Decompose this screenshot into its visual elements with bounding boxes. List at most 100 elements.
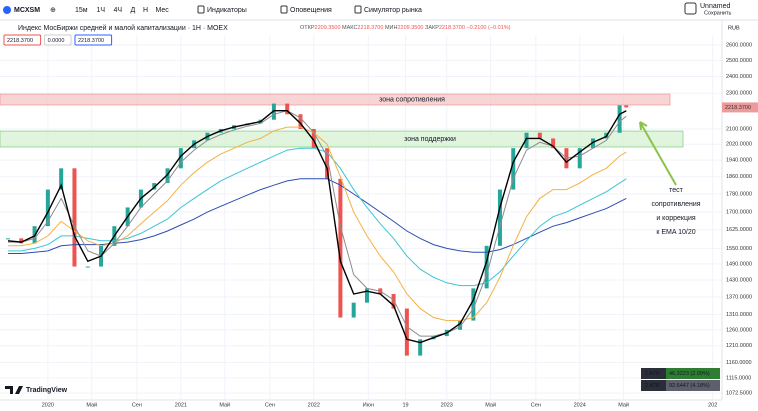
y-tick-label: 1430.0000 — [726, 278, 752, 284]
toolbar-buttons: Индикаторы Оповещения Симулятор рынка — [197, 5, 422, 14]
price-box-text: 2218.3700 — [7, 38, 33, 44]
x-tick-label: 2022 — [308, 402, 320, 408]
y-tick-label: 1160.0000 — [726, 360, 752, 366]
button-icon — [280, 5, 288, 14]
ohlc-label: МИН — [385, 25, 398, 31]
y-tick-label: 1780.0000 — [726, 191, 752, 197]
intervals: 15м 1Ч 4Ч Д Н Мес — [75, 7, 169, 14]
interval[interactable]: 4Ч — [114, 7, 123, 14]
x-tick-label: 2021 — [175, 402, 187, 408]
candle — [85, 266, 90, 268]
interval[interactable]: 1Ч — [97, 7, 106, 14]
candle — [152, 183, 157, 190]
candle — [624, 105, 629, 108]
candle — [5, 238, 10, 240]
candle — [165, 168, 170, 184]
candle — [285, 103, 290, 115]
zone — [0, 93, 671, 106]
candle — [537, 132, 542, 139]
y-tick-label: 2020.0000 — [726, 142, 752, 148]
y-tick-label: 1072.5000 — [726, 391, 752, 397]
toolbar-button[interactable]: Оповещения — [290, 7, 332, 14]
ema-line — [8, 147, 627, 287]
candle — [391, 294, 396, 309]
price-box[interactable] — [3, 34, 42, 46]
atr-label: 1 ATR — [645, 371, 660, 377]
ohlc: ОТКР2209.3500 МАКС2218.3700 МИН2209.3500… — [300, 25, 511, 31]
y-tick-label: 1550.0000 — [726, 246, 752, 252]
logo: TradingView — [5, 386, 68, 394]
x-tick-label: 2024 — [574, 402, 586, 408]
ema-line — [8, 126, 627, 322]
annotation: и коррекция — [656, 215, 696, 222]
candle — [404, 308, 409, 356]
x-tick-label: Июн — [363, 402, 374, 408]
annotation: тест — [669, 187, 684, 194]
atr-value-box — [666, 380, 720, 391]
zone-label: зона поддержки — [404, 136, 456, 143]
symbol-icon — [3, 6, 11, 14]
candle — [524, 132, 529, 149]
candle — [338, 178, 343, 318]
price-box-text: 2218.3700 — [78, 38, 104, 44]
currency: RUB — [728, 25, 740, 31]
y-tick-label: 1700.0000 — [726, 210, 752, 216]
zone — [0, 130, 684, 148]
ohlc-label: ОТКР — [300, 25, 315, 31]
y-tick-label: 1370.0000 — [726, 294, 752, 300]
candle — [298, 114, 303, 129]
candle — [311, 128, 316, 149]
candle — [325, 148, 330, 179]
toolbar-button[interactable]: Симулятор рынка — [364, 7, 422, 14]
zone-label: зона сопротивления — [379, 96, 445, 103]
ohlc-value: 2218.3700 — [357, 25, 383, 31]
y-tick-label: 2300.0000 — [726, 91, 752, 97]
x-tick-label: Сен — [531, 402, 541, 408]
candle — [351, 302, 356, 318]
y-tick-label: 1210.0000 — [726, 343, 752, 349]
logo-text: TradingView — [26, 387, 68, 394]
candle — [364, 288, 369, 303]
interval[interactable]: 15м — [75, 7, 88, 14]
candle — [19, 238, 24, 244]
atr-panel: 1 ATR 46.3223 (2.09%) 2 ATR 92.6447 (4.18%) — [641, 368, 720, 391]
toolbar-button[interactable]: Индикаторы — [207, 7, 247, 14]
atr-label-box — [641, 368, 666, 379]
interval[interactable]: Н — [143, 7, 148, 14]
instrument-name: Индекс МосБиржи средней и малой капитали… — [18, 24, 228, 32]
price-box[interactable] — [74, 34, 113, 46]
save-button[interactable]: Сохранить — [704, 10, 731, 16]
candle — [484, 245, 489, 289]
candle — [45, 189, 50, 227]
annotation: сопротивления — [651, 201, 700, 208]
atr-label-box — [641, 380, 666, 391]
candle — [418, 339, 423, 356]
x-tick-label: Май — [219, 401, 230, 408]
ohlc-value: 2209.3500 — [397, 25, 423, 31]
price-box[interactable] — [44, 34, 72, 46]
add-symbol[interactable]: ⊕ — [50, 7, 56, 14]
y-tick-label: 1310.0000 — [726, 312, 752, 318]
interval[interactable]: Д — [131, 7, 136, 14]
last-price-tag — [722, 102, 758, 113]
price-box-text: 0.0000 — [48, 38, 65, 44]
ema-line — [8, 110, 627, 337]
ohlc-label: ЗАКР — [425, 25, 439, 31]
layout-icon — [684, 2, 697, 15]
ohlc-label: МАКС — [342, 25, 357, 31]
ohlc-value: 2218.3700 — [439, 25, 465, 31]
toolbar — [0, 0, 758, 20]
arrow — [639, 121, 677, 186]
y-tick-label: 1115.0000 — [726, 375, 751, 381]
atr-label: 2 ATR — [645, 383, 660, 389]
interval[interactable]: Мес — [156, 7, 170, 14]
candle — [577, 148, 582, 169]
x-tick-label: Май — [485, 401, 496, 408]
layout-name[interactable]: Unnamed — [700, 3, 730, 10]
candle — [551, 138, 556, 149]
plot-area: зона сопротивления зона поддержки — [0, 35, 722, 400]
x-tick-label: Сен — [132, 402, 142, 408]
candle — [591, 138, 596, 149]
symbol[interactable]: MCXSM — [14, 7, 40, 14]
